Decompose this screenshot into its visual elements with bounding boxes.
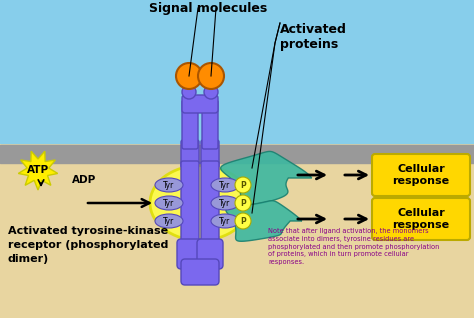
FancyBboxPatch shape <box>201 140 219 168</box>
Polygon shape <box>18 151 58 190</box>
FancyBboxPatch shape <box>181 161 199 245</box>
FancyBboxPatch shape <box>372 154 470 196</box>
Circle shape <box>235 195 251 211</box>
FancyBboxPatch shape <box>182 100 198 149</box>
Ellipse shape <box>211 214 239 228</box>
Text: Tyr: Tyr <box>164 181 174 190</box>
Text: Tyr: Tyr <box>219 181 231 190</box>
FancyBboxPatch shape <box>202 100 218 149</box>
FancyBboxPatch shape <box>181 140 199 168</box>
Ellipse shape <box>211 196 239 210</box>
Text: Activated
proteins: Activated proteins <box>280 23 347 51</box>
FancyBboxPatch shape <box>372 198 470 240</box>
Circle shape <box>204 85 218 99</box>
Text: Cellular
response: Cellular response <box>392 164 449 186</box>
Text: Tyr: Tyr <box>164 198 174 208</box>
FancyBboxPatch shape <box>201 161 219 245</box>
Text: Tyr: Tyr <box>219 217 231 225</box>
Text: Tyr: Tyr <box>219 198 231 208</box>
Text: ATP: ATP <box>27 165 49 175</box>
Text: Signal molecules: Signal molecules <box>149 2 267 15</box>
Ellipse shape <box>155 178 183 192</box>
Text: P: P <box>240 217 246 225</box>
FancyBboxPatch shape <box>177 239 203 269</box>
Text: Activated tyrosine-kinase
receptor (phosphorylated
dimer): Activated tyrosine-kinase receptor (phos… <box>8 226 168 264</box>
Circle shape <box>176 63 202 89</box>
Circle shape <box>198 63 224 89</box>
Bar <box>0 145 474 163</box>
Ellipse shape <box>211 178 239 192</box>
Ellipse shape <box>150 165 250 240</box>
Text: Cellular
response: Cellular response <box>392 208 449 230</box>
Text: Note that after ligand activation, the monomers
associate into dimers, tyrosine : Note that after ligand activation, the m… <box>268 228 439 265</box>
Text: P: P <box>240 181 246 190</box>
Bar <box>0 0 474 143</box>
Polygon shape <box>226 201 302 241</box>
FancyBboxPatch shape <box>197 239 223 269</box>
Circle shape <box>235 213 251 229</box>
FancyBboxPatch shape <box>182 95 218 113</box>
Text: Tyr: Tyr <box>164 217 174 225</box>
Text: ADP: ADP <box>72 175 96 185</box>
Text: P: P <box>240 198 246 208</box>
FancyBboxPatch shape <box>181 259 219 285</box>
Ellipse shape <box>155 214 183 228</box>
Circle shape <box>235 177 251 193</box>
Ellipse shape <box>155 196 183 210</box>
Circle shape <box>182 85 196 99</box>
Polygon shape <box>221 151 312 204</box>
